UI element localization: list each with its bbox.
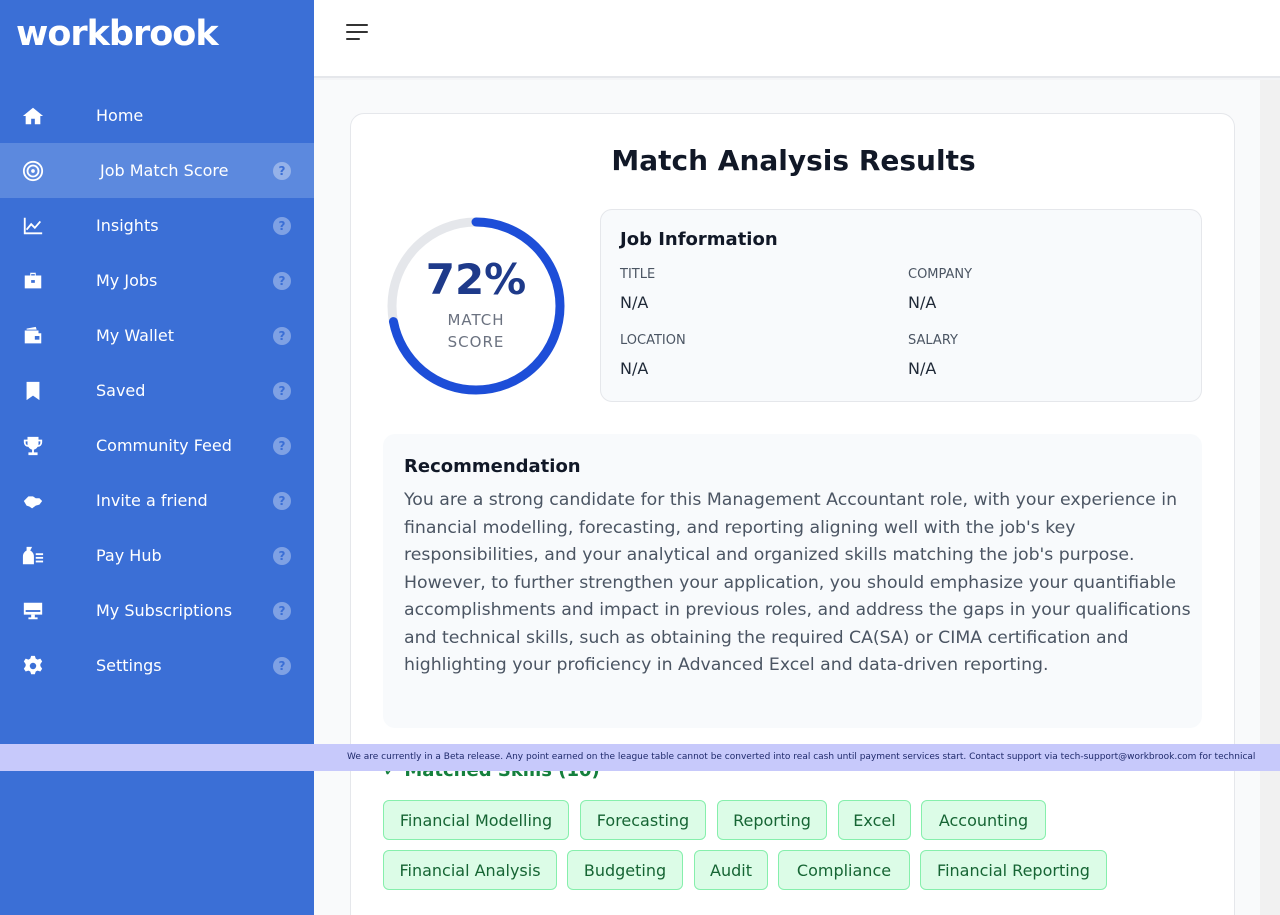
top-header — [314, 0, 1280, 78]
skill-tag: Reporting — [717, 800, 827, 840]
page-title: Match Analysis Results — [611, 144, 976, 177]
beta-notice-text: We are currently in a Beta release. Any … — [347, 752, 1256, 762]
recommendation-panel: Recommendation You are a strong candidat… — [383, 434, 1202, 728]
workbrook-logo[interactable]: workbrook — [16, 14, 219, 54]
skill-tag: Compliance — [778, 850, 910, 890]
skill-tag: Financial Analysis — [383, 850, 557, 890]
trophy-icon — [22, 435, 44, 457]
wallet-icon — [22, 325, 44, 347]
gauge-progress-arc — [387, 217, 565, 395]
sidebar-item-label: My Subscriptions — [96, 601, 233, 620]
help-icon[interactable]: ? — [273, 326, 291, 345]
help-icon[interactable]: ? — [273, 436, 291, 455]
sidebar-item-my-subscriptions[interactable]: My Subscriptions ? — [0, 583, 314, 638]
target-icon — [22, 160, 44, 182]
sidebar-item-insights[interactable]: Insights ? — [0, 198, 314, 253]
location-value: N/A — [620, 359, 649, 378]
sidebar-item-label: Saved — [96, 381, 146, 400]
location-label: LOCATION — [620, 333, 686, 348]
help-icon[interactable]: ? — [273, 271, 291, 290]
recommendation-text: You are a strong candidate for this Mana… — [404, 490, 1191, 675]
chart-line-icon — [22, 215, 44, 237]
help-icon[interactable]: ? — [273, 601, 291, 620]
sidebar-item-community-feed[interactable]: Community Feed ? — [0, 418, 314, 473]
match-score-value: 72% — [425, 255, 527, 304]
beta-notice-banner: We are currently in a Beta release. Any … — [0, 744, 1280, 771]
match-score-label: MATCH SCORE — [385, 309, 567, 353]
skill-tag: Audit — [694, 850, 768, 890]
help-icon[interactable]: ? — [273, 216, 291, 235]
recommendation-title: Recommendation — [404, 456, 581, 477]
sidebar-item-label: Home — [96, 106, 144, 125]
sidebar-item-my-wallet[interactable]: My Wallet ? — [0, 308, 314, 363]
skill-tag: Financial Reporting — [920, 850, 1107, 890]
gear-icon — [22, 655, 44, 677]
sidebar-item-label: Pay Hub — [96, 546, 162, 565]
hamburger-menu-icon[interactable] — [346, 24, 368, 42]
skill-tag: Budgeting — [567, 850, 683, 890]
sidebar-item-home[interactable]: Home — [0, 88, 314, 143]
sidebar-item-settings[interactable]: Settings ? — [0, 638, 314, 693]
sidebar-item-label: Invite a friend — [96, 491, 208, 510]
help-icon[interactable]: ? — [273, 656, 291, 675]
sidebar-item-label: My Jobs — [96, 271, 158, 290]
sidebar: workbrook Home Job Match Score ? Insight… — [0, 0, 314, 915]
monitor-icon — [22, 600, 44, 622]
sidebar-nav: Home Job Match Score ? Insights ? My Job… — [0, 88, 314, 693]
salary-label: SALARY — [908, 333, 958, 348]
job-information-title: Job Information — [620, 229, 778, 250]
sidebar-item-pay-hub[interactable]: Pay Hub ? — [0, 528, 314, 583]
sidebar-item-saved[interactable]: Saved ? — [0, 363, 314, 418]
bookmark-icon — [22, 380, 44, 402]
company-label: COMPANY — [908, 267, 973, 282]
help-icon[interactable]: ? — [273, 546, 291, 565]
match-score-gauge — [387, 217, 565, 395]
salary-value: N/A — [908, 359, 937, 378]
skill-tag: Excel — [838, 800, 911, 840]
page-scrollbar[interactable] — [1260, 80, 1280, 915]
sidebar-item-label: Settings — [96, 656, 162, 675]
handshake-icon — [22, 490, 44, 512]
job-information-panel: Job Information TITLE N/A COMPANY N/A LO… — [600, 209, 1202, 402]
job-title-label: TITLE — [620, 267, 656, 282]
skill-tag: Forecasting — [580, 800, 706, 840]
skill-tag: Accounting — [921, 800, 1046, 840]
match-score-label-line2: SCORE — [447, 333, 505, 351]
company-value: N/A — [908, 293, 937, 312]
sidebar-item-invite-a-friend[interactable]: Invite a friend ? — [0, 473, 314, 528]
money-bag-icon — [22, 545, 44, 567]
sidebar-item-my-jobs[interactable]: My Jobs ? — [0, 253, 314, 308]
sidebar-item-label: My Wallet — [96, 326, 174, 345]
sidebar-item-label: Community Feed — [96, 436, 232, 455]
briefcase-icon — [22, 270, 44, 292]
sidebar-item-job-match-score[interactable]: Job Match Score ? — [0, 143, 314, 198]
skill-tag: Financial Modelling — [383, 800, 569, 840]
help-icon[interactable]: ? — [273, 491, 291, 510]
help-icon[interactable]: ? — [273, 161, 291, 180]
sidebar-item-label: Job Match Score — [100, 161, 229, 180]
help-icon[interactable]: ? — [273, 381, 291, 400]
job-title-value: N/A — [620, 293, 649, 312]
home-icon — [22, 105, 44, 127]
sidebar-item-label: Insights — [96, 216, 159, 235]
match-score-label-line1: MATCH — [447, 311, 505, 329]
